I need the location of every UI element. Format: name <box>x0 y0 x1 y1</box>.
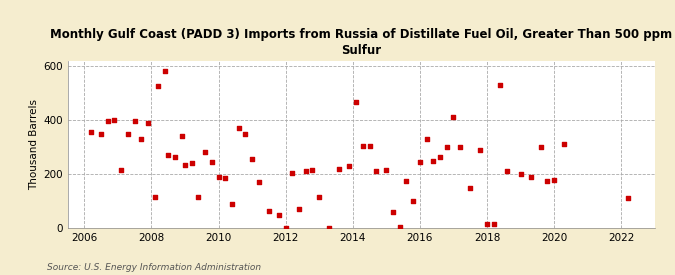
Point <box>414 160 425 164</box>
Point <box>481 222 492 226</box>
Point <box>300 169 311 174</box>
Point <box>163 153 173 157</box>
Point <box>549 177 560 182</box>
Point <box>465 185 476 190</box>
Point <box>351 100 362 105</box>
Point <box>294 207 304 211</box>
Point <box>186 161 197 166</box>
Point <box>240 131 250 136</box>
Point <box>129 119 140 123</box>
Point <box>441 145 452 149</box>
Point <box>324 226 335 230</box>
Point <box>515 172 526 176</box>
Point <box>435 154 446 159</box>
Point <box>246 157 257 161</box>
Point <box>287 170 298 175</box>
Point <box>387 210 398 214</box>
Point <box>542 179 553 183</box>
Point <box>263 208 274 213</box>
Point <box>207 160 217 164</box>
Y-axis label: Thousand Barrels: Thousand Barrels <box>29 99 39 190</box>
Point <box>408 199 418 204</box>
Point <box>273 213 284 217</box>
Point <box>371 169 381 174</box>
Point <box>525 175 536 179</box>
Point <box>103 119 113 123</box>
Point <box>86 130 97 134</box>
Point <box>149 195 160 199</box>
Point <box>357 144 368 148</box>
Text: Source: U.S. Energy Information Administration: Source: U.S. Energy Information Administ… <box>47 263 261 272</box>
Point <box>253 180 264 185</box>
Point <box>234 126 244 130</box>
Point <box>220 176 231 180</box>
Point <box>109 118 120 122</box>
Point <box>475 148 485 152</box>
Point <box>455 145 466 149</box>
Point <box>307 168 318 172</box>
Point <box>136 137 146 141</box>
Point <box>176 134 187 138</box>
Point <box>213 175 224 179</box>
Point <box>159 69 170 73</box>
Point <box>535 145 546 149</box>
Point <box>502 169 512 174</box>
Point <box>169 154 180 159</box>
Point <box>193 195 204 199</box>
Point <box>180 163 190 167</box>
Point <box>200 150 211 155</box>
Point <box>495 83 506 87</box>
Point <box>421 137 432 141</box>
Point <box>401 179 412 183</box>
Point <box>96 131 107 136</box>
Title: Monthly Gulf Coast (PADD 3) Imports from Russia of Distillate Fuel Oil, Greater : Monthly Gulf Coast (PADD 3) Imports from… <box>50 28 672 57</box>
Point <box>364 144 375 148</box>
Point <box>280 226 291 230</box>
Point <box>314 195 325 199</box>
Point <box>334 167 345 171</box>
Point <box>227 202 238 206</box>
Point <box>122 131 133 136</box>
Point <box>428 158 439 163</box>
Point <box>142 120 153 125</box>
Point <box>116 168 127 172</box>
Point <box>448 115 459 120</box>
Point <box>394 225 405 229</box>
Point <box>488 222 499 226</box>
Point <box>153 84 163 88</box>
Point <box>622 196 633 201</box>
Point <box>381 168 392 172</box>
Point <box>344 164 355 168</box>
Point <box>559 142 570 147</box>
